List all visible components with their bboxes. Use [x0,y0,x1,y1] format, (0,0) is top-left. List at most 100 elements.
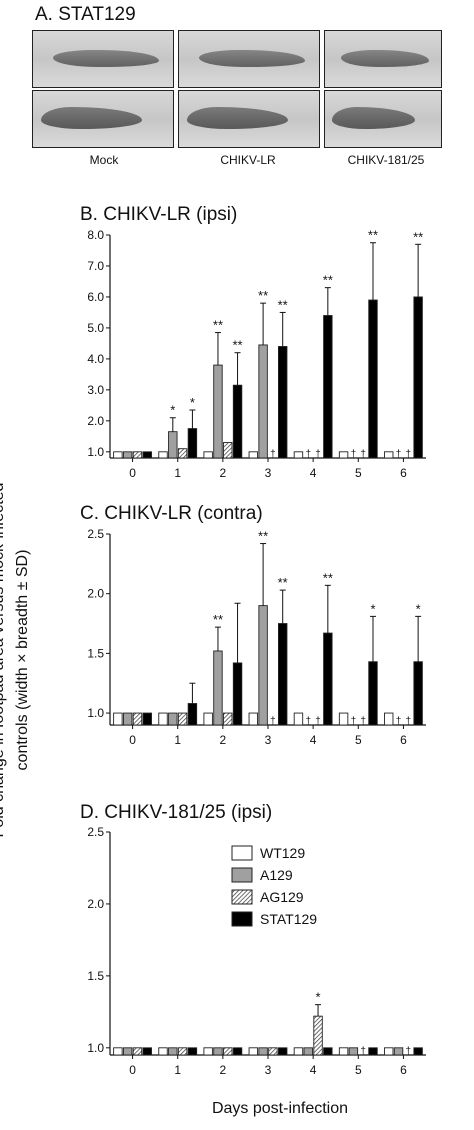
y-tick-label: 2.0 [87,587,104,601]
y-tick-label: 5.0 [87,321,104,335]
chart-title: B. CHIKV-LR (ipsi) [80,204,237,225]
x-tick-label: 4 [310,733,317,747]
bar [203,712,213,726]
annotation: † [351,449,357,460]
legend-swatch [231,867,253,883]
bar [384,451,394,459]
bar [113,712,123,726]
annotation: * [190,395,195,410]
bar [323,315,333,459]
bar [187,1047,198,1056]
chart-title: C. CHIKV-LR (contra) [80,503,263,524]
annotation: † [396,449,402,460]
annotation: † [406,1046,412,1057]
bar [213,650,223,726]
bar [223,1047,233,1056]
bar [313,1015,323,1056]
y-tick-label: 7.0 [87,259,104,273]
bar [177,1047,188,1056]
bar [213,364,223,459]
photo-label-mock: Mock [89,153,119,167]
photo-chikv-181-top [324,30,442,88]
photo-label-chikv-181: CHIKV-181/25 [347,153,425,167]
x-tick-label: 6 [400,1063,407,1077]
bar [223,712,233,726]
y-tick-label: 6.0 [87,290,104,304]
bar [223,442,233,459]
x-tick-label: 0 [129,466,136,480]
annotation: † [406,449,412,460]
x-tick-label: 0 [129,733,136,747]
bar [368,661,378,726]
annotation: † [360,449,366,460]
bar [368,299,378,459]
x-tick-label: 2 [220,466,227,480]
bar [338,1047,349,1056]
bar [348,1047,359,1056]
annotation: ** [278,575,288,590]
bar [187,703,198,726]
bar [258,344,268,459]
bar [122,1047,133,1056]
bar [168,431,178,459]
x-tick-label: 2 [220,733,227,747]
annotation: † [270,716,276,727]
bar [413,661,423,726]
bar [132,712,143,726]
bar [384,1047,394,1056]
bar [158,451,168,459]
bar [142,1047,152,1056]
legend-swatch [231,845,253,861]
annotation: * [170,403,175,418]
x-tick-label: 5 [355,466,362,480]
x-tick-label: 4 [310,1063,317,1077]
annotation: † [270,449,276,460]
bar [248,712,259,726]
bar [258,1047,268,1056]
x-tick-label: 4 [310,466,317,480]
x-tick-label: 1 [174,466,181,480]
annotation: † [305,449,311,460]
bar [393,1047,404,1056]
annotation: † [360,1046,366,1057]
x-tick-label: 1 [174,1063,181,1077]
x-tick-label: 3 [265,466,272,480]
annotation: † [315,716,321,727]
annotation: ** [258,288,268,303]
bar [203,1047,213,1056]
bar [293,451,304,459]
y-tick-label: 2.0 [87,897,104,911]
legend-swatch [231,889,253,905]
bar [158,712,168,726]
annotation: ** [368,228,378,243]
photo-chikv-lr-top [178,30,320,88]
annotation: † [315,449,321,460]
x-tick-label: 3 [265,733,272,747]
bar [142,451,152,459]
bar [132,1047,143,1056]
bar [248,451,259,459]
x-axis-label: Days post-infection [211,1100,349,1117]
bar [413,1047,423,1056]
x-tick-label: 0 [129,1063,136,1077]
annotation: ** [258,529,268,544]
bar [268,1047,278,1056]
panel-a-title: A. STAT129 [35,4,136,25]
photo-mock-bottom [32,90,174,148]
legend-swatch [231,911,253,927]
y-tick-label: 1.5 [87,969,104,983]
bar [213,1047,223,1056]
bar [113,1047,123,1056]
y-tick-label: 4.0 [87,352,104,366]
y-tick-label: 2.0 [87,414,104,428]
bar [293,712,304,726]
x-tick-label: 2 [220,1063,227,1077]
bar [113,451,123,459]
y-tick-label: 2.5 [87,825,104,839]
y-tick-label: 8.0 [87,228,104,242]
bar [177,448,188,459]
legend-label: STAT129 [260,911,317,927]
x-tick-label: 1 [174,733,181,747]
bar [338,451,349,459]
legend-label: A129 [260,867,293,883]
